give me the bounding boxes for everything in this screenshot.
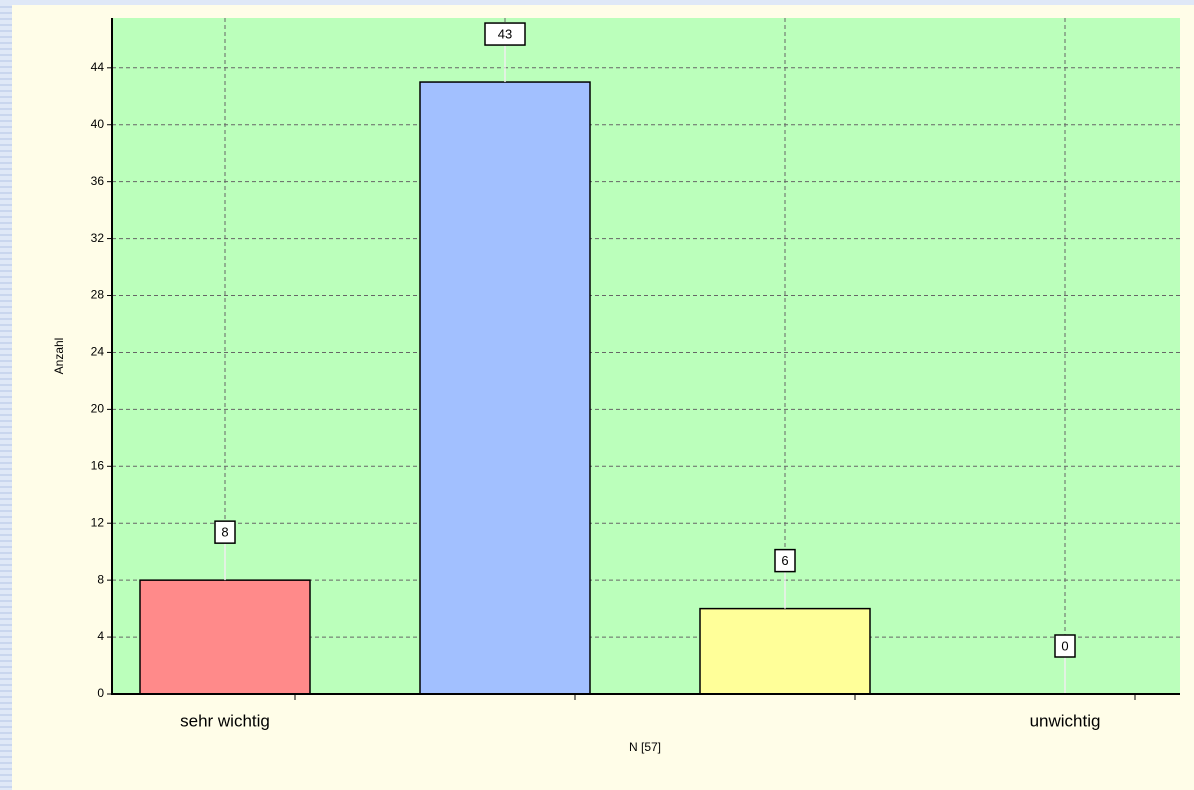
value-label: 43 <box>498 26 512 41</box>
y-axis-title: Anzahl <box>52 338 66 375</box>
value-label-box <box>484 22 526 46</box>
y-tick-label: 12 <box>91 515 105 529</box>
bar <box>139 579 311 695</box>
top-strip <box>0 0 1194 5</box>
y-tick-label: 44 <box>91 60 105 74</box>
y-tick-label: 40 <box>91 117 105 131</box>
y-tick-label: 28 <box>91 288 105 302</box>
y-tick-label: 4 <box>97 629 104 643</box>
y-tick-label: 24 <box>91 345 105 359</box>
y-tick-label: 20 <box>91 402 105 416</box>
y-tick-label: 16 <box>91 458 105 472</box>
value-label-box <box>214 520 236 544</box>
y-tick-label: 36 <box>91 174 105 188</box>
y-tick-label: 8 <box>97 572 104 586</box>
x-tick-label: unwichtig <box>1030 711 1101 730</box>
y-tick-label: 0 <box>97 686 104 700</box>
value-label-box <box>1054 634 1076 658</box>
value-label: 6 <box>781 553 788 568</box>
side-strip <box>0 0 12 790</box>
bar <box>699 607 871 695</box>
bar <box>419 81 591 695</box>
x-axis-title: N [57] <box>629 740 661 754</box>
value-label: 8 <box>221 525 228 540</box>
y-tick-label: 32 <box>91 231 105 245</box>
x-tick-label: sehr wichtig <box>180 711 270 730</box>
value-label-box <box>774 548 796 573</box>
value-label: 0 <box>1061 638 1068 653</box>
